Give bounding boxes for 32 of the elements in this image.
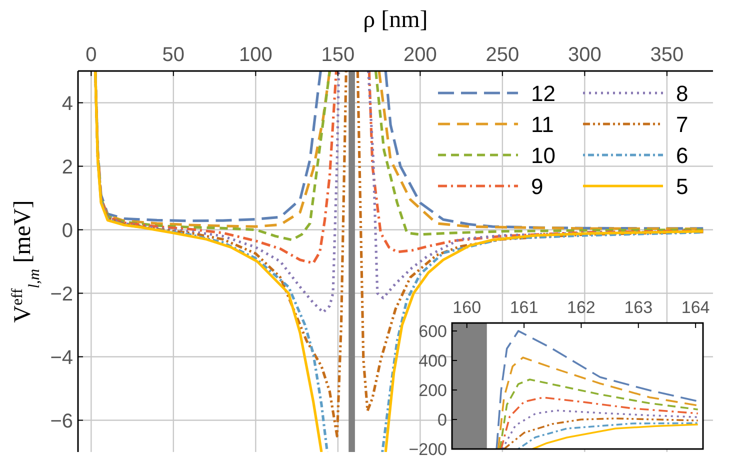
y-tick-label: 400: [418, 352, 447, 371]
x-tick-label: 160: [452, 298, 482, 317]
x-tick-label: 163: [624, 298, 653, 317]
y-tick-label: 2: [62, 156, 73, 178]
y-tick-label: −6: [50, 410, 73, 432]
x-tick-label: 164: [681, 298, 710, 317]
x-tick-label: 50: [162, 44, 185, 66]
legend-label: 6: [676, 142, 688, 168]
y-tick-label: −200: [408, 440, 447, 460]
y-tick-label: 4: [62, 92, 73, 115]
y-tick-label: 0: [62, 220, 73, 242]
y-tick-label: −4: [50, 346, 73, 369]
legend-label: 11: [531, 112, 554, 137]
x-tick-label: 150: [321, 44, 355, 66]
x-tick-label: 250: [486, 44, 520, 66]
x-axis-title: ρ [nm]: [363, 7, 428, 33]
legend-label: 7: [676, 112, 688, 137]
y-tick-label: 0: [438, 410, 447, 430]
legend-label: 8: [676, 80, 688, 106]
legend-label: 5: [676, 174, 688, 199]
x-tick-label: 100: [238, 44, 272, 66]
x-tick-label: 0: [86, 44, 97, 66]
legend-label: 12: [531, 80, 556, 106]
y-tick-label: −2: [50, 283, 73, 306]
x-tick-label: 300: [568, 44, 602, 66]
legend-label: 9: [531, 174, 544, 199]
y-tick-label: 600: [418, 322, 447, 342]
x-tick-label: 350: [650, 44, 684, 66]
y-tick-label: 200: [418, 381, 447, 400]
x-tick-label: 162: [567, 298, 596, 317]
x-tick-label: 161: [510, 298, 538, 317]
legend-label: 10: [531, 142, 556, 168]
